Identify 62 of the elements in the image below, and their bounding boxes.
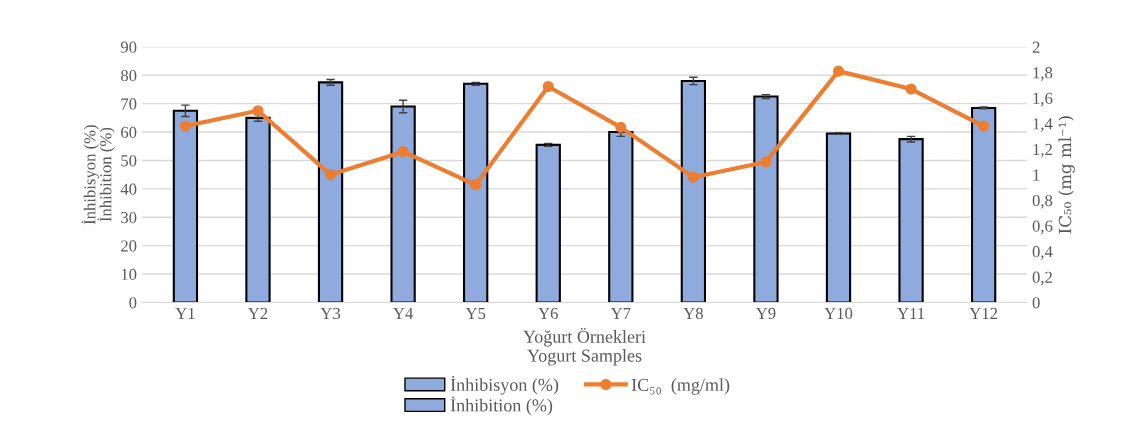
legend-label: IC₅₀ (mg/ml): [631, 378, 730, 395]
y2-tick-label: 0: [1032, 297, 1040, 309]
bar: [535, 143, 561, 303]
bar: [753, 95, 779, 303]
y-tick-label: 30: [121, 211, 137, 224]
bar: [317, 81, 344, 303]
bar: [172, 109, 199, 303]
y-tick-label: 90: [120, 41, 137, 53]
y-tick-label: 50: [121, 155, 137, 167]
point: [252, 105, 264, 117]
y2-tick-label: 0,8: [1032, 194, 1053, 209]
legend-label: İnhibisyon (%) İnhibition (%): [450, 375, 559, 416]
point: [615, 121, 627, 133]
y2-tick-label: 1: [1033, 169, 1040, 181]
x-tick-label: Y1: [175, 307, 195, 319]
y-tick-label: 40: [120, 183, 137, 195]
x-tick-label: Y5: [465, 307, 486, 320]
bar: [680, 79, 707, 303]
x-tick-label: Y10: [824, 307, 853, 320]
y2-tick-label: 1,4: [1033, 118, 1053, 132]
bar: [970, 106, 997, 303]
point: [687, 171, 699, 183]
x-tick-label: Y3: [320, 307, 341, 320]
y-axis-title: İnhibisyon (%) İnhibition (%): [81, 125, 115, 225]
x-tick-label: Y11: [897, 307, 925, 319]
point: [832, 65, 845, 77]
point: [179, 120, 191, 132]
y2-tick-label: 1,2: [1033, 143, 1052, 158]
bar: [898, 138, 924, 303]
point: [905, 83, 917, 95]
y2-axis-title: IC₅₀ (mg ml⁻¹): [1058, 116, 1075, 234]
y2-tick-label: 1,6: [1033, 92, 1053, 107]
y-tick-label: 80: [120, 69, 137, 82]
bar: [608, 131, 634, 303]
y2-tick-label: 0,6: [1032, 220, 1053, 235]
y-tick-label: 0: [129, 297, 137, 309]
x-axis-title: Yoğurt Örnekleri Yogurt Samples: [523, 327, 646, 366]
bar: [245, 116, 271, 303]
point: [760, 156, 772, 168]
y-tick-label: 10: [121, 268, 137, 281]
bar: [463, 82, 489, 303]
x-tick-label: Y12: [969, 307, 998, 319]
x-tick-label: Y9: [755, 307, 776, 320]
point: [324, 169, 337, 181]
y2-tick-label: 0,4: [1032, 246, 1053, 260]
point: [978, 120, 990, 132]
point: [397, 146, 409, 158]
point: [470, 179, 482, 191]
x-tick-label: Y8: [683, 307, 703, 320]
bar: [390, 105, 416, 303]
y-tick-label: 20: [121, 240, 137, 252]
y2-tick-label: 0,2: [1032, 271, 1052, 286]
x-tick-label: Y4: [393, 307, 414, 319]
bar: [825, 132, 852, 303]
x-tick-label: Y6: [538, 307, 558, 320]
y2-tick-label: 1,8: [1033, 67, 1053, 81]
x-tick-label: Y2: [247, 307, 268, 319]
y2-tick-label: 2: [1032, 41, 1040, 53]
y-tick-label: 70: [121, 98, 137, 110]
x-tick-label: Y7: [610, 307, 631, 319]
point: [542, 80, 554, 93]
y-tick-label: 60: [121, 126, 137, 139]
